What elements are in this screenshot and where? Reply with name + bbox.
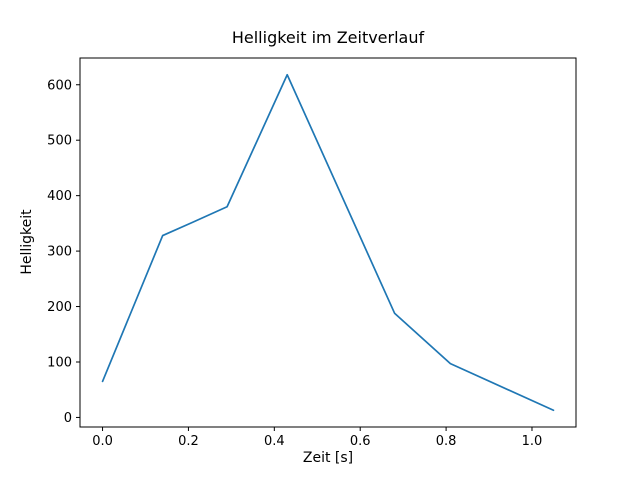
x-tick-label: 0.0 [92, 434, 113, 449]
y-tick-label: 400 [47, 189, 72, 204]
y-tick-label: 200 [47, 300, 72, 315]
x-tick-label: 0.6 [350, 434, 371, 449]
chart-title: Helligkeit im Zeitverlauf [231, 28, 425, 47]
x-tick-label: 0.4 [264, 434, 285, 449]
x-tick-label: 0.8 [436, 434, 457, 449]
x-tick-label: 1.0 [522, 434, 543, 449]
x-tick-label: 0.2 [178, 434, 199, 449]
y-tick-label: 600 [47, 78, 72, 93]
y-axis-label: Helligkeit [19, 209, 35, 275]
y-tick-label: 100 [47, 355, 72, 370]
axes-spines [79, 57, 577, 428]
y-tick-label: 300 [47, 245, 72, 260]
x-axis-label: Zeit [s] [302, 450, 354, 466]
y-tick-label: 500 [47, 134, 72, 149]
y-tick-label: 0 [64, 411, 72, 426]
data-line [101, 73, 555, 412]
